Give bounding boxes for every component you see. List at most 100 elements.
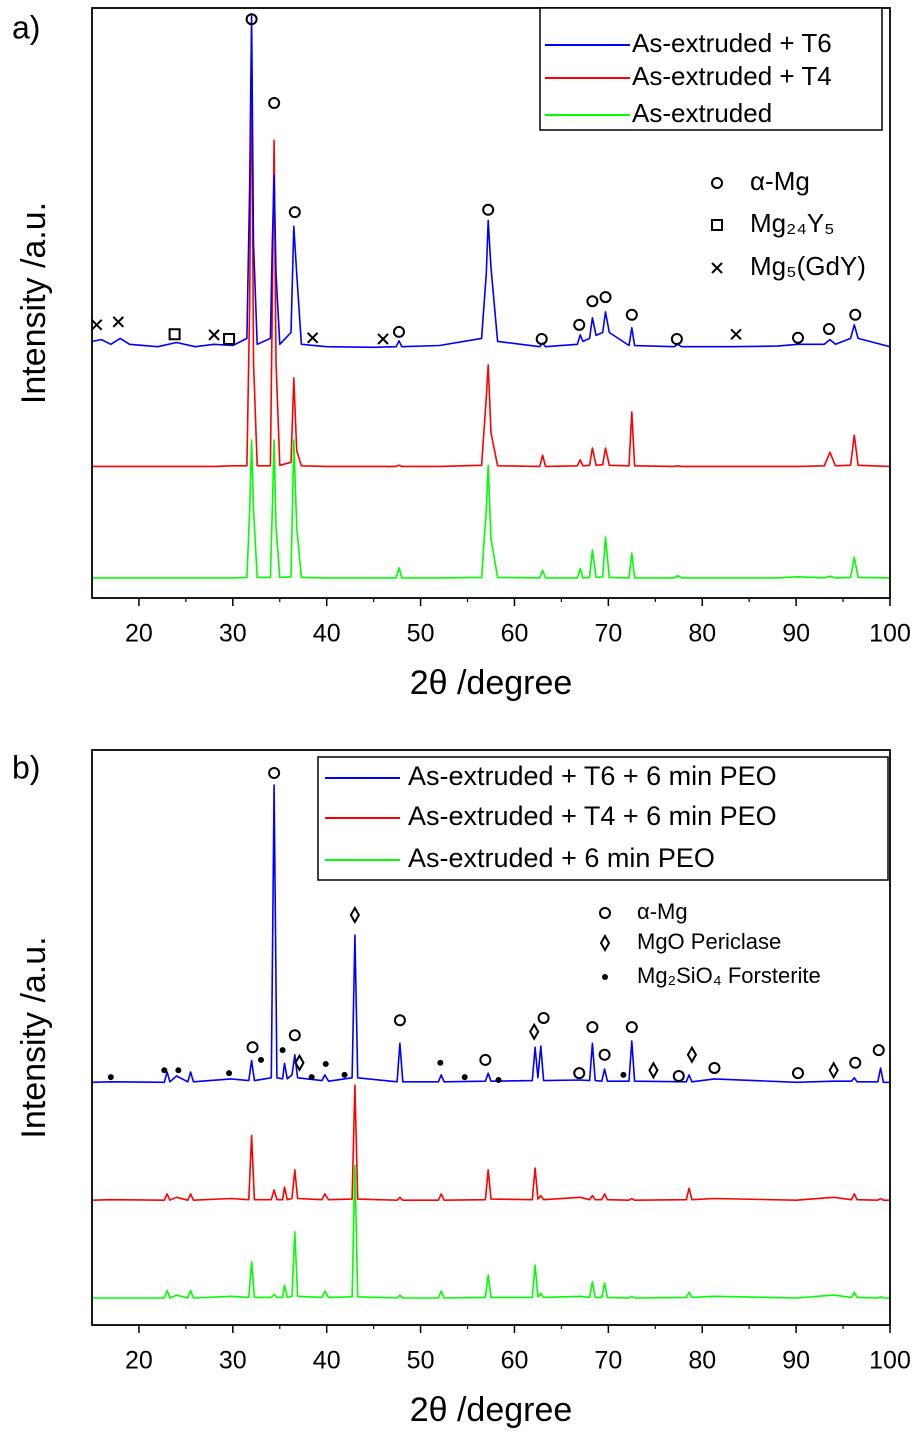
phase-marker <box>791 1067 804 1080</box>
phase-marker <box>306 332 319 344</box>
x-tick-label: 100 <box>869 620 911 648</box>
x-tick-label: 70 <box>594 1347 622 1375</box>
phase-marker <box>246 1041 259 1054</box>
series-line <box>92 36 891 468</box>
phase-legend-label: α-Mg <box>637 899 688 924</box>
phase-legend-symbol <box>711 219 723 231</box>
phase-marker <box>107 1074 114 1081</box>
x-tick-label: 20 <box>125 1347 153 1375</box>
phase-marker <box>849 1056 862 1069</box>
phase-marker <box>625 308 638 321</box>
phase-marker <box>168 328 181 341</box>
phase-legend-label: Mg₅(GdY) <box>750 251 866 281</box>
phase-marker <box>268 767 281 779</box>
legend-box <box>317 756 889 881</box>
phase-marker <box>223 332 236 345</box>
phase-marker <box>308 1074 315 1081</box>
phase-marker <box>208 329 220 341</box>
series-line <box>91 1084 890 1201</box>
legend-label: As-extruded + T4 + 6 min PEO <box>408 801 777 831</box>
phase-marker <box>257 1056 264 1063</box>
legend-label: As-extruded + 6 min PEO <box>408 843 715 873</box>
x-tick-label: 50 <box>407 1347 435 1375</box>
phase-marker <box>175 1067 182 1074</box>
phase-marker <box>708 1062 721 1074</box>
phase-marker <box>537 1012 550 1024</box>
series-line <box>92 1164 890 1299</box>
y-axis-label: Intensity /a.u. <box>15 202 53 404</box>
y-axis-label: Intensity /a.u. <box>15 936 53 1138</box>
phase-marker <box>279 1047 286 1054</box>
x-tick-label: 30 <box>219 1347 247 1375</box>
phase-marker <box>849 308 862 321</box>
phase-marker <box>598 1048 611 1061</box>
phase-marker <box>268 97 281 109</box>
plot-frame <box>91 749 891 1326</box>
phase-marker <box>392 325 405 338</box>
x-axis-label: 2θ /degree <box>410 664 573 702</box>
phase-legend-label: Mg₂₄Y₅ <box>750 208 835 238</box>
phase-marker <box>495 1077 502 1084</box>
phase-legend-label: Mg₂SiO₄ Forsterite <box>637 963 821 988</box>
phase-marker <box>573 318 586 331</box>
phase-marker <box>112 316 124 328</box>
phase-marker <box>573 1067 586 1080</box>
panel-label: a) <box>12 9 40 45</box>
x-tick-label: 20 <box>125 620 153 648</box>
phase-legend-symbol <box>711 177 724 189</box>
x-tick-label: 50 <box>407 620 435 648</box>
phase-marker <box>730 328 742 340</box>
phase-legend-symbol <box>711 262 723 274</box>
series-line <box>92 439 891 579</box>
x-tick-label: 70 <box>594 620 622 648</box>
x-tick-label: 90 <box>782 1347 810 1375</box>
phase-marker <box>90 319 103 331</box>
phase-marker <box>482 203 495 216</box>
phase-marker <box>393 1014 406 1027</box>
legend-label: As-extruded + T4 <box>632 61 832 91</box>
phase-marker <box>672 1070 685 1082</box>
x-axis-label: 2θ /degree <box>410 1391 573 1429</box>
phase-marker <box>828 1061 839 1080</box>
phase-marker <box>341 1071 348 1078</box>
panel: b) 2θ /degree Intensity /a.u. 20 30 40 50 60 70 8… <box>12 749 911 1429</box>
x-tick-label: 100 <box>869 1347 911 1375</box>
x-tick-label: 40 <box>313 620 341 648</box>
phase-marker <box>586 295 599 308</box>
phase-marker <box>791 331 804 344</box>
phase-marker <box>648 1061 659 1080</box>
phase-marker <box>625 1021 638 1034</box>
phase-marker <box>822 323 835 335</box>
phase-marker <box>599 291 612 304</box>
phase-marker <box>620 1071 627 1078</box>
x-tick-label: 60 <box>501 1347 529 1375</box>
x-tick-label: 40 <box>313 1347 341 1375</box>
phase-legend-symbol <box>602 974 609 980</box>
phase-marker <box>288 206 301 219</box>
phase-marker <box>349 906 361 925</box>
phase-marker <box>670 333 683 345</box>
phase-marker <box>461 1074 468 1081</box>
phase-marker <box>288 1029 301 1042</box>
panel: a) 2θ /degree Intensity /a.u. 20 30 40 50 60 70 8… <box>12 7 911 702</box>
phase-legend-label: MgO Periclase <box>637 929 781 954</box>
phase-marker <box>529 1022 540 1041</box>
phase-marker <box>686 1045 698 1064</box>
phase-marker <box>437 1059 444 1066</box>
x-tick-label: 90 <box>782 620 810 648</box>
phase-legend-label: α-Mg <box>750 166 810 196</box>
series-line <box>91 13 891 349</box>
legend-label: As-extruded + T6 + 6 min PEO <box>408 761 777 791</box>
legend-label: As-extruded + T6 <box>632 28 832 58</box>
x-tick-label: 30 <box>219 620 247 648</box>
phase-marker <box>161 1067 168 1074</box>
legend-box <box>539 7 883 131</box>
phase-marker <box>377 333 389 345</box>
panel-label: b) <box>12 749 40 785</box>
phase-marker <box>226 1070 233 1077</box>
phase-marker <box>294 1053 305 1072</box>
phase-marker <box>479 1054 492 1066</box>
phase-marker <box>535 333 548 345</box>
plot-frame <box>91 7 891 599</box>
